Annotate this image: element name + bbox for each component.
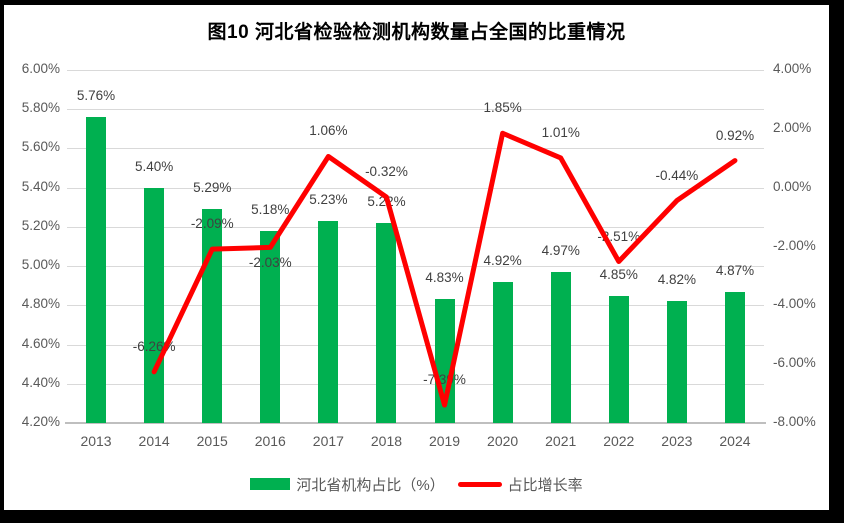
y-axis-tick-left: 4.20%	[21, 414, 60, 429]
legend-line-label: 占比增长率	[507, 476, 583, 494]
legend: 河北省机构占比（%） 占比增长率	[4, 473, 829, 495]
bar	[376, 222, 397, 423]
y-axis-tick-right: 0.00%	[773, 178, 812, 194]
bar-data-label: 4.92%	[483, 252, 522, 268]
legend-item-line-series: 占比增长率	[457, 474, 583, 495]
line-data-label: 1.01%	[541, 124, 580, 140]
x-axis-line	[65, 422, 766, 424]
bar	[144, 187, 165, 423]
gridline	[67, 226, 764, 228]
chart-title: 图10 河北省检验检测机构数量占全国的比重情况	[207, 22, 626, 43]
line-data-label: 1.85%	[483, 100, 522, 116]
bar-data-label: 5.40%	[134, 158, 174, 174]
bar-data-label: 4.83%	[425, 270, 464, 286]
bar-data-label: 5.18%	[251, 201, 290, 217]
bar-data-label: 5.76%	[76, 88, 116, 104]
line-data-label: 1.06%	[309, 123, 348, 139]
bar	[202, 209, 223, 423]
bar-data-label: 4.85%	[599, 266, 638, 282]
legend-line-swatch-icon	[457, 481, 502, 487]
bar	[550, 271, 571, 423]
y-axis-tick-right: -8.00%	[773, 414, 816, 429]
bar	[608, 295, 629, 423]
line-data-label: -2.09%	[190, 216, 234, 232]
chart-canvas: 图10 河北省检验检测机构数量占全国的比重情况 6.00% 5.80% 5.60% 5…	[4, 5, 829, 510]
x-axis-tick: 2023	[661, 433, 693, 449]
bar-data-label: 5.23%	[309, 192, 348, 207]
bar	[724, 291, 745, 423]
x-axis-tick: 2018	[370, 433, 403, 449]
x-axis-tick: 2019	[428, 433, 461, 449]
y-axis-tick-right: 4.00%	[773, 61, 812, 76]
bar-data-label: 4.97%	[541, 242, 580, 258]
gridline	[67, 70, 764, 71]
line-data-label: 0.92%	[715, 127, 755, 143]
y-axis-tick-left: 5.40%	[21, 178, 60, 194]
y-axis-tick-left: 6.00%	[21, 61, 60, 76]
y-axis-tick-left: 5.60%	[21, 139, 60, 155]
gridline	[67, 266, 764, 268]
x-axis-tick: 2017	[312, 433, 344, 449]
x-axis-tick: 2024	[719, 433, 751, 449]
legend-bar-swatch-icon	[250, 478, 291, 490]
line-data-label: -0.44%	[655, 167, 699, 183]
gridline	[67, 305, 764, 307]
x-axis-tick: 2016	[254, 433, 286, 449]
gridline	[67, 148, 764, 150]
line-data-label: -2.03%	[248, 255, 292, 271]
x-axis-tick: 2014	[138, 433, 170, 449]
line-data-label: -0.32%	[365, 164, 408, 180]
y-axis-tick-right: -4.00%	[773, 296, 816, 312]
x-axis-tick: 2021	[545, 433, 577, 449]
bar	[434, 299, 455, 423]
y-axis-tick-left: 4.80%	[21, 296, 60, 312]
bar	[86, 117, 107, 423]
y-axis-tick-left: 4.40%	[21, 374, 60, 390]
y-axis-tick-left: 5.20%	[21, 217, 60, 233]
bar	[318, 221, 339, 423]
legend-bar-label: 河北省机构占比（%）	[296, 476, 445, 494]
bar	[666, 301, 687, 423]
x-axis-tick: 2015	[196, 433, 228, 449]
y-axis-tick-right: -6.00%	[773, 355, 816, 371]
gridline	[67, 109, 764, 111]
y-axis-tick-left: 4.60%	[21, 335, 60, 351]
plot-area: 6.00% 5.80% 5.60% 5.40% 5.20% 5.00% 4.80% 4.60%…	[4, 5, 829, 510]
y-axis-tick-left: 5.80%	[21, 100, 60, 116]
line-data-label: -2.51%	[597, 228, 641, 244]
legend-item-bar-series: 河北省机构占比（%）	[250, 474, 445, 495]
x-axis-tick: 2020	[487, 433, 519, 449]
y-axis-tick-right: 2.00%	[773, 119, 812, 135]
bar-data-label: 5.29%	[193, 180, 232, 196]
gridline	[67, 187, 764, 189]
bar-data-label: 4.87%	[715, 262, 755, 278]
line-data-label: -6.26%	[132, 338, 176, 354]
y-axis-tick-right: -2.00%	[773, 237, 816, 253]
x-axis-tick: 2022	[603, 433, 635, 449]
y-axis-tick-left: 5.00%	[21, 257, 60, 273]
x-axis-tick: 2013	[80, 433, 112, 449]
line-data-label: -7.39%	[423, 372, 466, 388]
bar	[492, 281, 513, 423]
bar-data-label: 4.82%	[657, 272, 697, 288]
bar-data-label: 5.22%	[367, 193, 406, 209]
